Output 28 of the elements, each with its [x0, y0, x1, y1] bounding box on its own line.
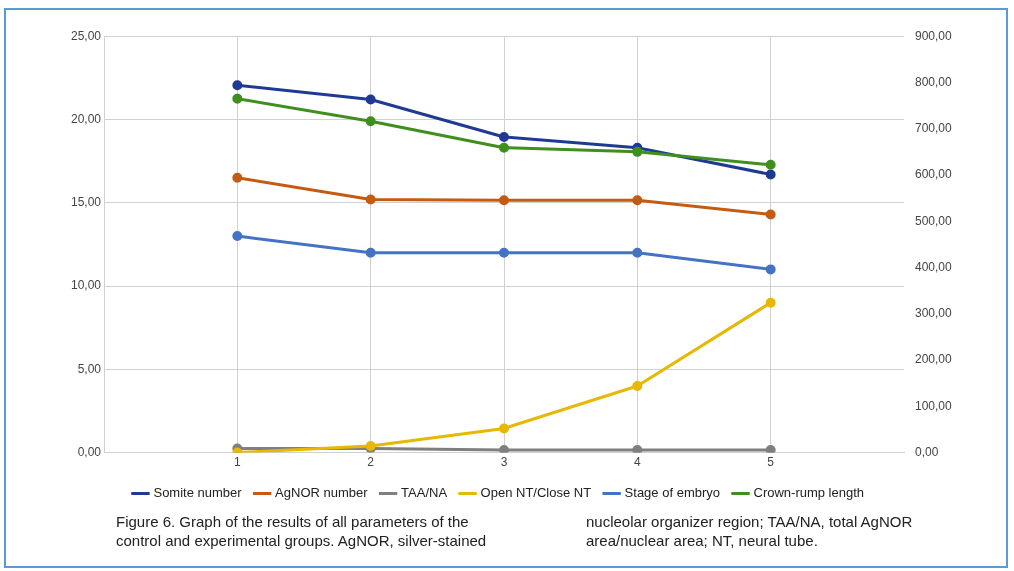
legend-label: Open NT/Close NT — [480, 485, 592, 501]
legend-label: TAA/NA — [401, 485, 448, 501]
y2-tick-label: 300,00 — [915, 306, 953, 321]
y2-tick-label: 400,00 — [915, 259, 953, 274]
y-tick-label: 15,00 — [70, 195, 102, 210]
y2-tick-label: 500,00 — [915, 213, 953, 228]
y2-tick-label: 200,00 — [915, 352, 953, 367]
y2-tick-label: 600,00 — [915, 167, 953, 182]
y-tick-label: 10,00 — [70, 278, 102, 293]
legend-label: Stage of embryo — [624, 485, 720, 501]
text: Figure 6. Graph of the results of all parameters of the control and experimental groups. AgNOR, silver-stained nucleolar organizer region; TAA/NA, total AgNOR area/nuclear area; NT, neural tube. — [116, 513, 913, 549]
y-tick-label: 20,00 — [70, 111, 102, 126]
x-tick-label: 2 — [367, 455, 375, 470]
legend-label: Crown-rump length — [753, 485, 865, 501]
y2-tick-label: 900,00 — [915, 28, 953, 43]
y-tick-label: 5,00 — [77, 361, 102, 376]
y2-tick-label: 800,00 — [915, 74, 953, 89]
x-tick-label: 5 — [767, 455, 775, 470]
y2-tick-label: 0,00 — [915, 444, 939, 459]
y-tick-label: 0,00 — [77, 444, 102, 459]
legend-label: Somite number — [153, 485, 243, 501]
x-tick-label: 3 — [500, 455, 508, 470]
y-tick-label: 25,00 — [70, 28, 102, 43]
x-tick-label: 4 — [633, 455, 641, 470]
y2-tick-label: 700,00 — [915, 121, 953, 136]
legend-label: AgNOR number — [275, 485, 369, 501]
y2-tick-label: 100,00 — [915, 398, 953, 413]
x-tick-label: 1 — [233, 455, 241, 470]
